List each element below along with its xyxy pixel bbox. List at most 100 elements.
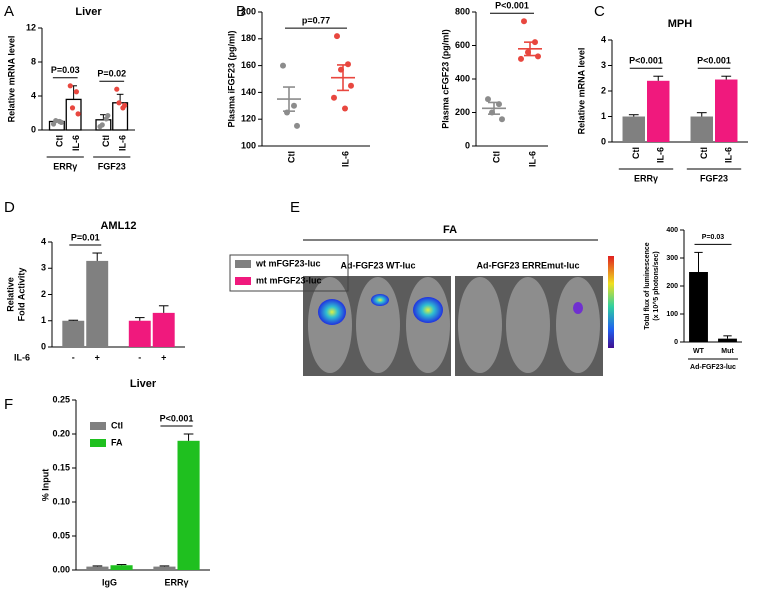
y-tick-label: 800 [455,6,470,16]
y-tick-label: 300 [666,255,678,262]
y-tick-label: 2 [41,289,46,299]
y-tick-label: 0 [601,136,606,146]
x-tick-label: IL-6 [656,147,666,163]
group-label: FGF23 [700,173,728,183]
data-point [499,116,505,123]
legend-swatch [235,277,251,285]
significance-label: P=0.03 [51,65,80,75]
bar [110,565,133,570]
imaging-panel: FA Ad-FGF23 WT-luc Ad-FGF23 ERREmut-luc [303,224,614,376]
panel-letter: C [594,3,605,20]
data-point [105,112,111,119]
color-scale [608,256,614,348]
image-header: FA [443,224,457,236]
data-point [294,122,300,129]
significance-label: P<0.001 [629,56,663,66]
data-point [58,119,64,125]
y-tick-label: 0 [31,124,36,134]
x-tick-label: - [72,352,75,362]
x-tick-label: IL-6 [71,135,81,151]
x-tick-label: Ctl [491,151,501,163]
bar [715,79,738,142]
y-axis-label: (x 10^5 photons/sec) [652,251,660,320]
legend-swatch [235,260,251,268]
y-tick-label: 0.15 [52,462,70,472]
data-point [334,33,340,40]
y-tick-label: 3 [41,263,46,273]
x-tick-label: IL-6 [724,147,734,163]
legend-label: Ctl [111,420,123,430]
y-tick-label: 8 [31,56,36,66]
y-tick-label: 0 [674,339,678,346]
significance-label: P=0.01 [71,232,100,242]
bar [622,116,645,142]
y-tick-label: 0.00 [52,564,70,574]
legend-label: FA [111,437,123,447]
x-tick-label: WT [693,348,705,355]
data-point [53,118,59,124]
signal [371,294,389,306]
y-tick-label: 4 [41,236,46,246]
signal [318,299,346,325]
x-tick-label: IL-6 [340,151,350,167]
bar [690,116,713,142]
legend-box [229,254,349,292]
bar [86,566,109,570]
y-tick-label: 4 [601,34,606,44]
y-tick-label: 2 [601,85,606,95]
y-axis-label: Relative [5,277,15,312]
group-label: ERRγ [634,173,658,183]
y-tick-label: 400 [455,73,470,83]
bar [128,320,151,347]
x-title: IL-6 [14,352,30,362]
significance-label: p=0.77 [302,15,330,25]
bar [718,338,737,342]
y-axis-label: Relative mRNA level [576,48,586,135]
y-tick-label: 3 [601,60,606,70]
data-point [518,55,524,62]
significance-label: P<0.001 [160,413,194,423]
group-label: IgG [102,577,117,587]
y-tick-label: 0 [41,341,46,351]
x-tick-label: Ctl [631,147,641,159]
x-tick-label: + [161,352,166,362]
y-tick-label: 0.05 [52,530,70,540]
x-tick-label: Ctl [286,151,296,163]
y-tick-label: 12 [26,22,36,32]
legend-label: wt mFGF23-luc [255,258,321,268]
x-tick-label: Mut [721,348,734,355]
x-tick-label: Ctl [699,147,709,159]
y-tick-label: 0.20 [52,428,70,438]
image-title: Ad-FGF23 ERREmut-luc [476,260,579,270]
x-tick-label: - [138,352,141,362]
significance-label: P=0.02 [97,69,126,79]
chart-title: MPH [668,18,693,30]
y-tick-label: 0.10 [52,496,70,506]
data-point [342,105,348,112]
y-axis-label: Relative mRNA level [6,36,16,123]
x-axis-label: Ad-FGF23-luc [690,364,736,371]
data-point [280,62,286,69]
data-point [535,53,541,60]
x-tick-label: + [95,352,100,362]
panel-letter: A [4,3,14,20]
y-axis-label: Plasma cFGF23 (pg/ml) [440,29,450,129]
data-point [69,105,76,111]
legend-swatch [90,422,106,430]
data-point [75,111,81,117]
bar [689,272,708,342]
y-tick-label: 200 [241,6,256,16]
y-tick-label: 200 [455,107,470,117]
y-tick-label: 160 [241,60,256,70]
mouse-silhouettes [308,277,600,373]
data-point [121,102,128,108]
y-tick-label: 100 [666,311,678,318]
bar [177,440,200,570]
y-axis-label: Fold Activity [16,268,26,322]
group-label: ERRγ [53,161,77,171]
x-tick-label: Ctl [101,135,111,147]
y-tick-label: 0.25 [52,394,70,404]
significance-label: P<0.001 [495,1,529,11]
bar [647,80,670,142]
